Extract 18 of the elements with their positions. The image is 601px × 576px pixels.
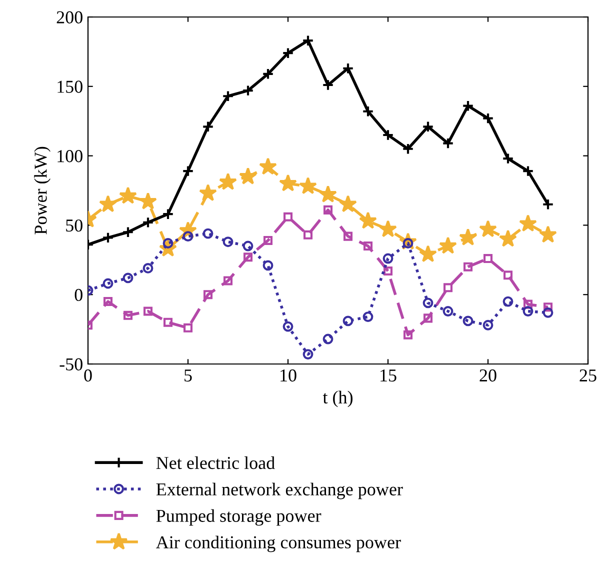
y-tick-label: 200 bbox=[56, 11, 82, 24]
y-tick-label: 100 bbox=[58, 150, 82, 162]
y-tick-label: 50 bbox=[66, 219, 82, 232]
legend-label: Net electric load bbox=[156, 456, 275, 470]
x-tick-label: 20 bbox=[480, 369, 496, 382]
legend-label: External network exchange power bbox=[156, 482, 403, 500]
legend-label: Pumped storage power bbox=[156, 509, 322, 526]
legend-label: Air conditioning consumes power bbox=[156, 536, 401, 552]
y-tick-label: 150 bbox=[58, 80, 82, 93]
x-tick-label: 25 bbox=[580, 369, 596, 382]
x-tick-label: 0 bbox=[84, 369, 92, 382]
y-axis-title: Power (kW) bbox=[34, 146, 50, 234]
y-tick-label: 0 bbox=[74, 288, 82, 302]
x-tick-label: 10 bbox=[280, 369, 296, 382]
y-tick-label: -50 bbox=[60, 358, 82, 370]
x-axis-title: t (h) bbox=[322, 390, 352, 408]
x-tick-label: 5 bbox=[184, 370, 192, 382]
x-tick-label: 15 bbox=[380, 369, 396, 382]
